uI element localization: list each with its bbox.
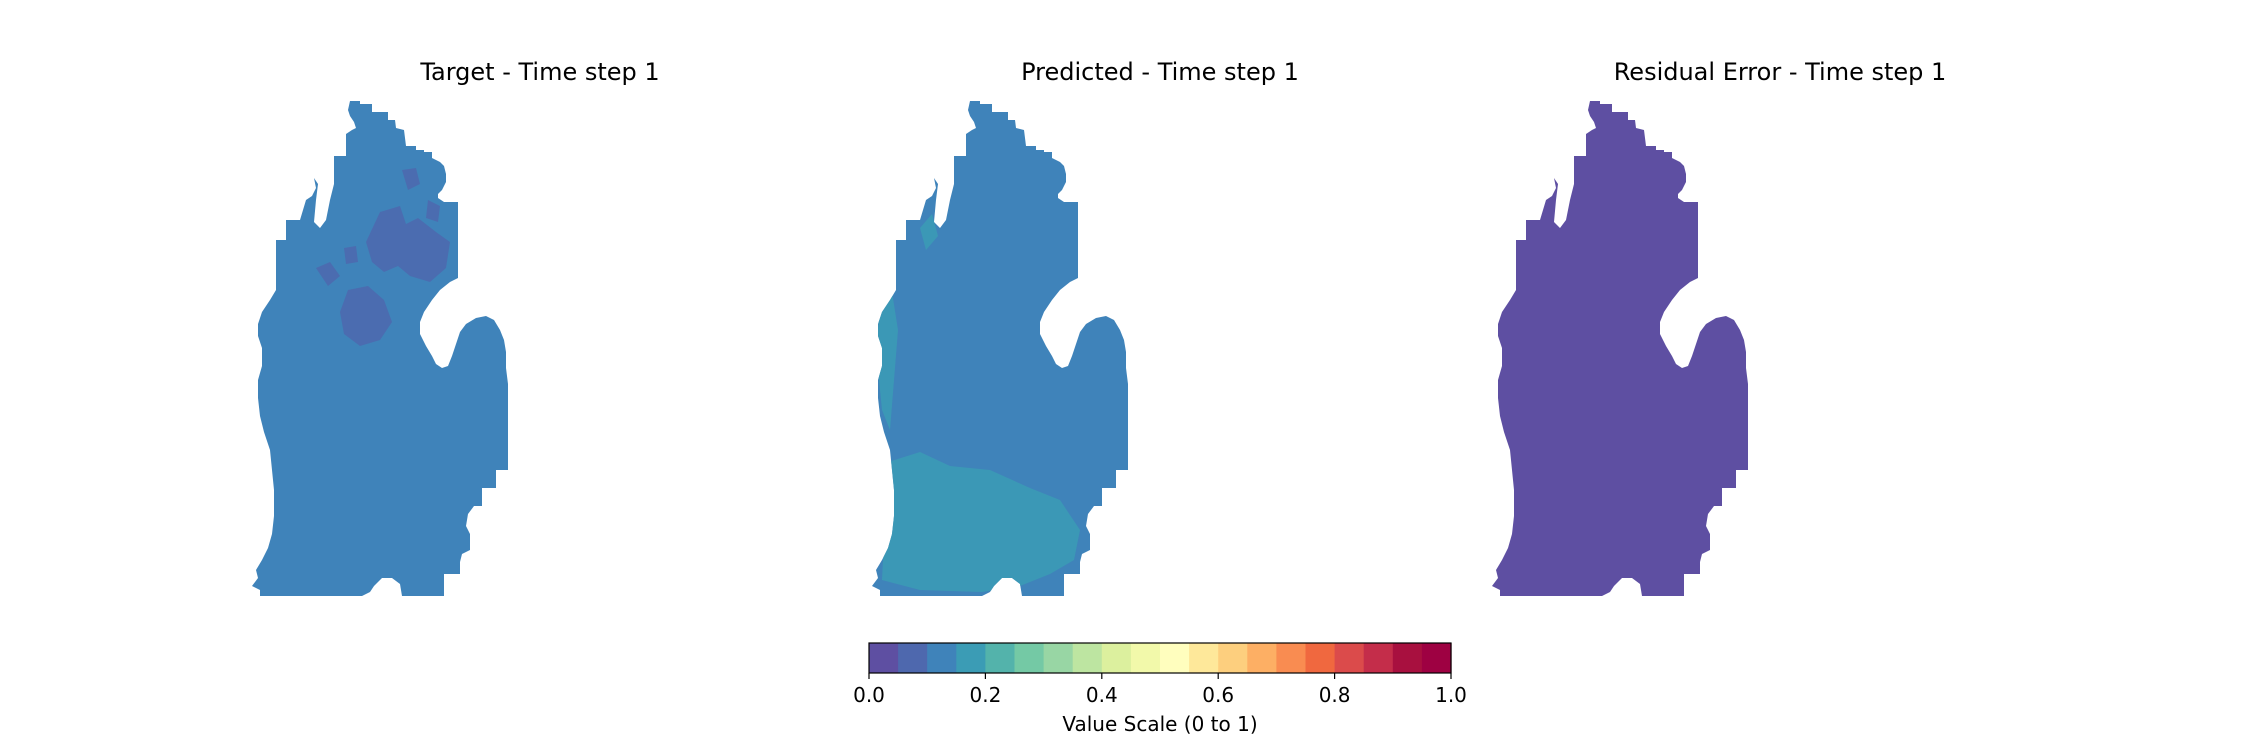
residual-map-title: Residual Error - Time step 1 <box>1614 58 1947 86</box>
colorbar-swatch <box>1189 643 1219 673</box>
predicted-map <box>872 101 1128 596</box>
colorbar-tick-label: 0.0 <box>853 683 885 707</box>
colorbar-swatch <box>1043 643 1074 673</box>
colorbar-label: Value Scale (0 to 1) <box>1062 712 1257 736</box>
colorbar-swatch <box>1014 643 1045 673</box>
colorbar-tick-label: 0.8 <box>1319 683 1351 707</box>
colorbar-swatch <box>1334 643 1365 673</box>
colorbar-swatch <box>1305 643 1336 673</box>
target-map <box>252 101 508 596</box>
colorbar-frame <box>868 642 1452 674</box>
colorbar: 0.0 0.2 0.4 0.6 0.8 1.0 Value Scale (0 to 1) <box>853 642 1467 736</box>
map-patch-north-central <box>426 200 440 222</box>
colorbar-swatch <box>1218 643 1248 673</box>
map-patches <box>878 214 1080 592</box>
colorbar-swatch <box>869 643 899 673</box>
map-base-fill <box>252 101 508 596</box>
colorbar-swatch <box>1363 643 1394 673</box>
colorbar-swatch <box>1421 643 1452 673</box>
map-patch-north-central <box>340 286 392 346</box>
predicted-map-panel: Predicted - Time step 1 <box>872 58 1299 596</box>
target-map-panel: Target - Time step 1 <box>252 58 660 596</box>
colorbar-swatch <box>927 643 957 673</box>
colorbar-swatch <box>1247 643 1277 673</box>
colorbar-swatch <box>1276 643 1307 673</box>
colorbar-swatch <box>1392 643 1423 673</box>
colorbar-swatch <box>985 643 1016 673</box>
residual-map-panel: Residual Error - Time step 1 <box>1492 58 1946 596</box>
colorbar-swatch <box>956 643 986 673</box>
map-patch-west-coast <box>920 214 938 250</box>
map-patch-north-central <box>344 246 358 264</box>
target-map-title: Target - Time step 1 <box>419 58 659 86</box>
colorbar-swatch <box>1160 643 1190 673</box>
map-patches <box>316 168 450 346</box>
colorbar-swatch <box>1130 643 1161 673</box>
map-patch-north-central <box>316 262 340 286</box>
colorbar-tick-label: 0.4 <box>1086 683 1118 707</box>
predicted-map-title: Predicted - Time step 1 <box>1021 58 1299 86</box>
colorbar-ticks: 0.0 0.2 0.4 0.6 0.8 1.0 <box>853 673 1467 707</box>
colorbar-tick-label: 0.2 <box>969 683 1001 707</box>
residual-map <box>1492 101 1748 596</box>
colorbar-swatches <box>869 643 1452 673</box>
colorbar-swatch <box>1101 643 1132 673</box>
map-patch-north-central <box>402 168 420 190</box>
map-base-fill <box>1492 101 1748 596</box>
colorbar-tick-label: 0.6 <box>1202 683 1234 707</box>
map-patch-west-coast <box>878 292 898 430</box>
colorbar-tick-label: 1.0 <box>1435 683 1467 707</box>
map-patch-south <box>882 452 1080 592</box>
map-patch-north-central <box>366 206 450 282</box>
colorbar-swatch <box>1072 643 1103 673</box>
colorbar-swatch <box>898 643 928 673</box>
